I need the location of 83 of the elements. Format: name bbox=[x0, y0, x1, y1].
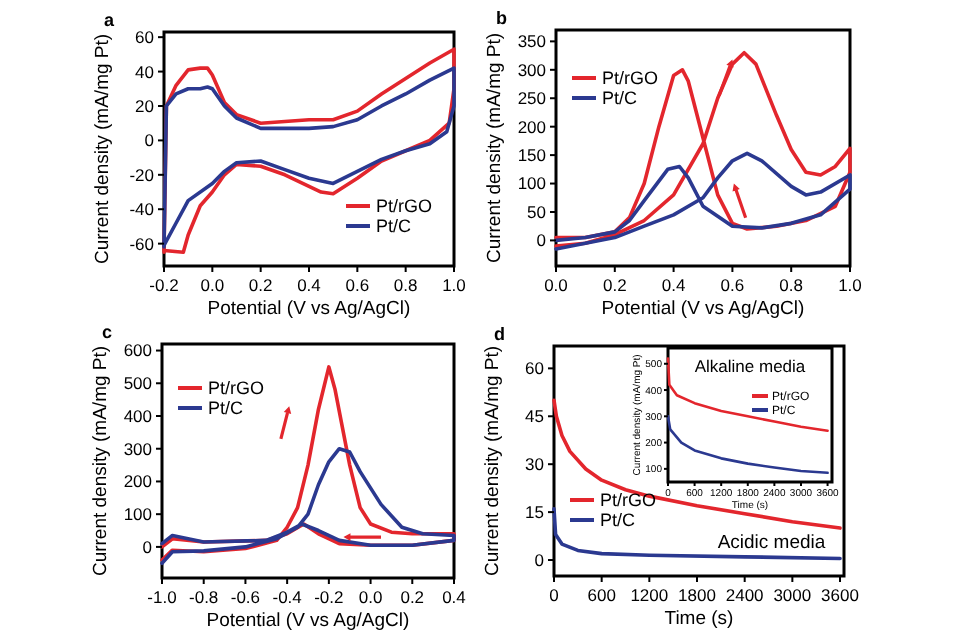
x-axis-title: Time (s) bbox=[664, 608, 734, 630]
line-series bbox=[554, 50, 852, 248]
x-tick-label: -0.2 bbox=[314, 587, 345, 607]
y-tick-label: 0 bbox=[534, 549, 545, 570]
y-axis-title: Current density (mA/mg Pt) bbox=[484, 32, 506, 264]
annotation: Acidic media bbox=[717, 532, 827, 554]
x-tick-label: 1200 bbox=[630, 585, 669, 605]
y-tick-label: 300 bbox=[517, 59, 547, 80]
y-tick-label: 45 bbox=[525, 406, 545, 427]
legend-label: Pt/C bbox=[600, 509, 637, 530]
y-tick-label: 600 bbox=[123, 340, 153, 361]
y-tick-label: 60 bbox=[525, 358, 545, 379]
y-tick-label: -60 bbox=[129, 233, 155, 254]
x-tick-label: 0.4 bbox=[661, 275, 686, 295]
legend-label: Pt/C bbox=[376, 215, 413, 236]
y-tick-label: -40 bbox=[129, 199, 155, 220]
legend-label: Pt/rGO bbox=[208, 377, 265, 398]
y-tick-label: 100 bbox=[517, 173, 547, 194]
x-tick-label: 0.8 bbox=[393, 275, 419, 295]
y-tick-label: 0 bbox=[142, 536, 153, 557]
x-tick-label: 1.0 bbox=[838, 275, 863, 295]
y-tick-label: 150 bbox=[517, 145, 547, 166]
x-axis-title: Potential (V vs Ag/AgCl) bbox=[206, 610, 410, 632]
y-tick-label: 50 bbox=[527, 201, 547, 222]
x-tick-label: 600 bbox=[587, 585, 617, 605]
x-tick-label: 0.8 bbox=[779, 275, 804, 295]
y-tick-label: 60 bbox=[135, 27, 155, 48]
legend-label: Pt/C bbox=[602, 87, 639, 108]
x-tick-label: 0.6 bbox=[345, 275, 370, 295]
x-tick-label: 0.0 bbox=[544, 275, 569, 295]
x-tick-label: 0.0 bbox=[358, 587, 383, 607]
legend-label: Pt/C bbox=[208, 397, 245, 418]
y-tick-label: 0 bbox=[144, 130, 155, 151]
x-tick-label: -0.8 bbox=[189, 587, 219, 607]
line-series bbox=[666, 357, 829, 433]
line-series bbox=[160, 446, 456, 566]
y-tick-label: 300 bbox=[123, 438, 153, 459]
chart-title: d bbox=[494, 324, 505, 344]
x-tick-label: 1800 bbox=[678, 585, 717, 605]
chart-title: b bbox=[496, 8, 508, 28]
text: Alkaline media bbox=[694, 356, 806, 376]
x-tick-label: -1.0 bbox=[147, 587, 178, 607]
y-tick-label: 400 bbox=[123, 405, 153, 426]
chart-title: c bbox=[102, 322, 113, 342]
y-tick-label: 250 bbox=[517, 88, 547, 109]
x-tick-label: -0.6 bbox=[230, 587, 261, 607]
x-tick-label: 0.6 bbox=[720, 275, 745, 295]
x-tick-label: -0.2 bbox=[149, 275, 180, 295]
x-tick-label: 0.4 bbox=[297, 275, 322, 295]
y-tick-label: -20 bbox=[129, 164, 155, 185]
x-tick-label: 1.0 bbox=[442, 275, 467, 295]
y-tick-label: 20 bbox=[135, 95, 155, 116]
x-axis-title: Potential (V vs Ag/AgCl) bbox=[207, 298, 411, 320]
y-axis-title: Current density (mA/mg Pt) bbox=[482, 345, 504, 577]
x-tick-label: 0 bbox=[549, 585, 560, 605]
x-tick-label: 2400 bbox=[725, 585, 765, 605]
legend-label: Pt/rGO bbox=[376, 195, 433, 216]
legend-label: Pt/rGO bbox=[602, 67, 659, 88]
x-tick-label: 0.0 bbox=[200, 275, 225, 295]
y-tick-label: 30 bbox=[525, 454, 545, 475]
x-tick-label: 0.2 bbox=[248, 275, 274, 295]
x-tick-label: 3000 bbox=[773, 585, 812, 605]
x-axis-title: Potential (V vs Ag/AgCl) bbox=[601, 298, 805, 320]
y-axis-title: Current density (mA/mg Pt) bbox=[92, 33, 114, 265]
y-tick-label: 200 bbox=[517, 116, 547, 137]
x-tick-label: 0.4 bbox=[442, 587, 467, 607]
y-tick-label: 0 bbox=[536, 230, 547, 251]
y-tick-label: 350 bbox=[517, 31, 547, 52]
line-series bbox=[554, 151, 852, 251]
legend-label: Pt/rGO bbox=[600, 489, 657, 510]
line-series bbox=[666, 415, 829, 475]
x-tick-label: 0.2 bbox=[602, 275, 628, 295]
line-series bbox=[552, 507, 842, 561]
y-tick-label: 500 bbox=[123, 373, 153, 394]
y-tick-label: 40 bbox=[135, 61, 155, 82]
x-tick-label: 0.2 bbox=[400, 587, 425, 607]
y-axis-title: Current density (mA/mg Pt) bbox=[90, 345, 112, 577]
y-tick-label: 15 bbox=[525, 502, 545, 523]
y-tick-label: 100 bbox=[123, 504, 153, 525]
x-tick-label: 3600 bbox=[821, 585, 860, 605]
x-tick-label: -0.4 bbox=[272, 587, 303, 607]
chart-title: a bbox=[104, 10, 116, 30]
y-tick-label: 200 bbox=[123, 471, 153, 492]
